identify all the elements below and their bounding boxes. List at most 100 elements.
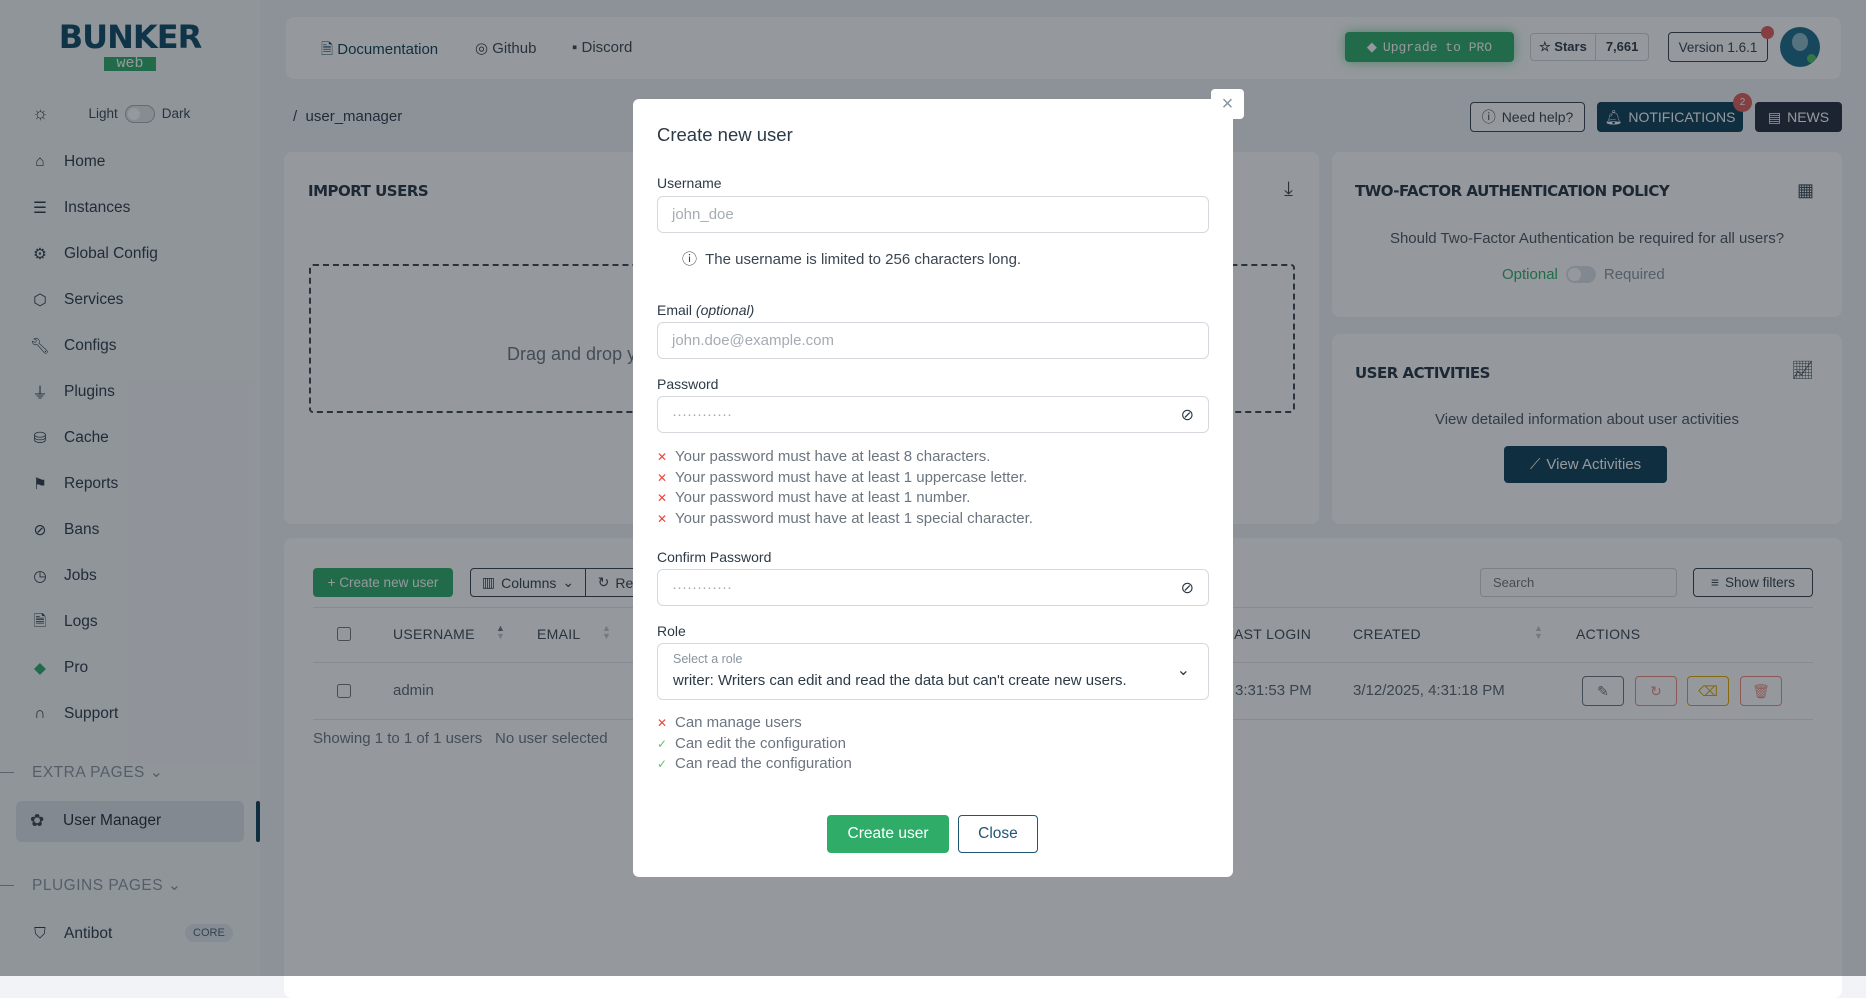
search-input[interactable]: [1480, 568, 1677, 597]
selection-info: No user selected: [495, 730, 608, 747]
tfa-required-toggle[interactable]: [1565, 266, 1596, 283]
sun-icon: ☼: [32, 103, 49, 123]
create-user-button[interactable]: Create user: [827, 815, 949, 853]
row-checkbox[interactable]: [337, 684, 351, 698]
email-input[interactable]: john.doe@example.com: [657, 322, 1209, 359]
extra-pages-section[interactable]: EXTRA PAGES ⌄: [0, 764, 164, 781]
notifications-count-badge: 2: [1733, 93, 1752, 112]
permission-item: ✕ Can manage users: [657, 714, 802, 731]
sort-icon[interactable]: ▲ ▼: [1534, 623, 1543, 641]
view-activities-button[interactable]: ⟋ View Activities: [1504, 446, 1667, 483]
sidebar-item-user-manager[interactable]: ✿ User Manager: [16, 801, 244, 842]
github-link[interactable]: ◎ Github: [475, 40, 537, 57]
column-header-email[interactable]: EMAIL: [537, 626, 581, 642]
sidebar-item-configs[interactable]: 🔧︎ Configs: [30, 337, 117, 355]
sidebar-item-jobs[interactable]: ◷ Jobs: [30, 566, 97, 586]
version-badge-dot: [1761, 26, 1774, 39]
bunkerweb-logo[interactable]: BUNKER web: [58, 18, 202, 72]
github-icon: ◎: [475, 40, 493, 57]
password-requirement: ✕ Your password must have at least 1 spec…: [657, 510, 1033, 527]
wrench-icon: 🔧︎: [30, 337, 50, 355]
headset-icon: ∩: [34, 705, 46, 722]
star-icon: ☆: [1539, 39, 1551, 54]
delete-user-button[interactable]: 🗑︎: [1740, 676, 1782, 706]
sidebar-item-logs[interactable]: 🗎 Logs: [30, 612, 98, 632]
column-header-created[interactable]: CREATED: [1353, 626, 1421, 642]
check-icon: ✓: [657, 756, 668, 771]
puzzle-icon: ✿: [30, 811, 45, 830]
columns-dropdown[interactable]: ▥ Columns ⌄: [470, 568, 586, 597]
sidebar-item-pro[interactable]: ◆ Pro: [30, 658, 88, 678]
password-requirement: ✕ Your password must have at least 1 uppe…: [657, 469, 1028, 486]
confirm-password-input[interactable]: ············ ⊘: [657, 569, 1209, 606]
plugins-pages-section[interactable]: PLUGINS PAGES ⌄: [0, 877, 182, 894]
theme-toggle[interactable]: [124, 104, 155, 123]
reset-icon: ↻: [597, 574, 610, 590]
news-button[interactable]: ▤ NEWS: [1755, 102, 1842, 132]
two-factor-policy-card: TWO-FACTOR AUTHENTICATION POLICY ▦ Shoul…: [1332, 152, 1842, 317]
password-label: Password: [657, 376, 719, 392]
documentation-link[interactable]: 🗎 Documentation: [321, 41, 439, 58]
ban-icon: ⊘: [33, 521, 47, 539]
modal-close-icon[interactable]: ×: [1211, 89, 1244, 119]
eye-off-icon[interactable]: ⊘: [1180, 579, 1194, 597]
version-button[interactable]: Version 1.6.1: [1668, 32, 1768, 62]
database-icon: ⛁: [33, 429, 47, 447]
sidebar-item-bans[interactable]: ⊘ Bans: [30, 520, 100, 540]
clock-icon: ◷: [33, 567, 47, 585]
avatar[interactable]: [1780, 27, 1820, 67]
close-button[interactable]: Close: [958, 815, 1038, 853]
sidebar-item-reports[interactable]: ⚑ Reports: [30, 474, 118, 494]
bell-icon: 🔔︎: [1604, 108, 1623, 125]
clear-button[interactable]: ⌫: [1687, 676, 1729, 706]
edit-user-button[interactable]: ✎: [1582, 676, 1624, 706]
download-icon[interactable]: ⤓: [1284, 178, 1293, 200]
sidebar-item-antibot[interactable]: ⛉ Antibot: [30, 924, 112, 944]
role-label: Role: [657, 623, 686, 639]
select-all-checkbox[interactable]: [337, 627, 351, 641]
server-icon: ☰: [33, 199, 47, 217]
github-stars-button[interactable]: ☆ Stars 7,661: [1530, 33, 1650, 61]
topbar: 🗎 Documentation ◎ Github ▪ Discord ◆ Upgr…: [286, 17, 1841, 79]
notifications-button[interactable]: 🔔︎ NOTIFICATIONS: [1597, 102, 1743, 132]
columns-icon: ▥: [481, 574, 496, 590]
upgrade-pro-button[interactable]: ◆ Upgrade to PRO: [1345, 32, 1514, 62]
eye-off-icon[interactable]: ⊘: [1180, 406, 1194, 424]
chevron-down-icon: ⌄: [562, 574, 575, 590]
username-input[interactable]: john_doe: [657, 196, 1209, 233]
sidebar-item-services[interactable]: ⬡ Services: [30, 290, 123, 310]
show-filters-button[interactable]: ≡ Show filters: [1693, 568, 1813, 597]
chevron-down-icon: ⌄: [1176, 662, 1190, 679]
reset-2fa-button[interactable]: ↻: [1635, 676, 1677, 706]
edit-icon: ✎: [1597, 682, 1609, 699]
reset-icon: ↻: [1650, 682, 1662, 699]
password-requirement: ✕ Your password must have at least 1 numb…: [657, 489, 971, 506]
shield-icon: ⛉: [34, 925, 46, 942]
column-header-username[interactable]: USERNAME: [393, 626, 475, 642]
help-icon: ⓘ: [1481, 109, 1496, 125]
info-icon: ⓘ: [682, 251, 698, 268]
sidebar: BUNKER web ☼ Light Dark ⌂ Home ☰ Instances ⚙…: [0, 0, 260, 976]
x-icon: ✕: [657, 715, 668, 730]
sort-icon[interactable]: ▲ ▼: [602, 623, 611, 641]
active-indicator: [256, 801, 260, 842]
sidebar-item-plugins[interactable]: ⏚ Plugins: [30, 382, 115, 402]
table-row: admin 3:31:53 PM 3/12/2025, 4:31:18 PM ✎…: [313, 663, 1813, 719]
sidebar-item-global-config[interactable]: ⚙ Global Config: [30, 244, 158, 264]
discord-icon: ▪: [572, 39, 582, 56]
role-select[interactable]: Select a role writer: Writers can edit a…: [657, 643, 1209, 700]
permission-item: ✓ Can edit the configuration: [657, 735, 846, 752]
need-help-button[interactable]: ⓘ Need help?: [1470, 102, 1585, 132]
sidebar-item-home[interactable]: ⌂ Home: [30, 152, 105, 172]
tfa-toggle-group: Optional Required: [1502, 266, 1665, 283]
cube-icon: ⬡: [33, 291, 47, 309]
sidebar-item-instances[interactable]: ☰ Instances: [30, 198, 130, 218]
sidebar-item-support[interactable]: ∩ Support: [30, 704, 118, 724]
column-header-last-login[interactable]: AST LOGIN: [1234, 626, 1312, 642]
eraser-icon: ⌫: [1698, 682, 1718, 699]
sort-icon[interactable]: ▲ ▼: [496, 623, 505, 641]
create-new-user-button[interactable]: + Create new user: [313, 568, 453, 597]
password-input[interactable]: ············ ⊘: [657, 396, 1209, 433]
discord-link[interactable]: ▪ Discord: [572, 39, 633, 56]
sidebar-item-cache[interactable]: ⛁ Cache: [30, 428, 109, 448]
